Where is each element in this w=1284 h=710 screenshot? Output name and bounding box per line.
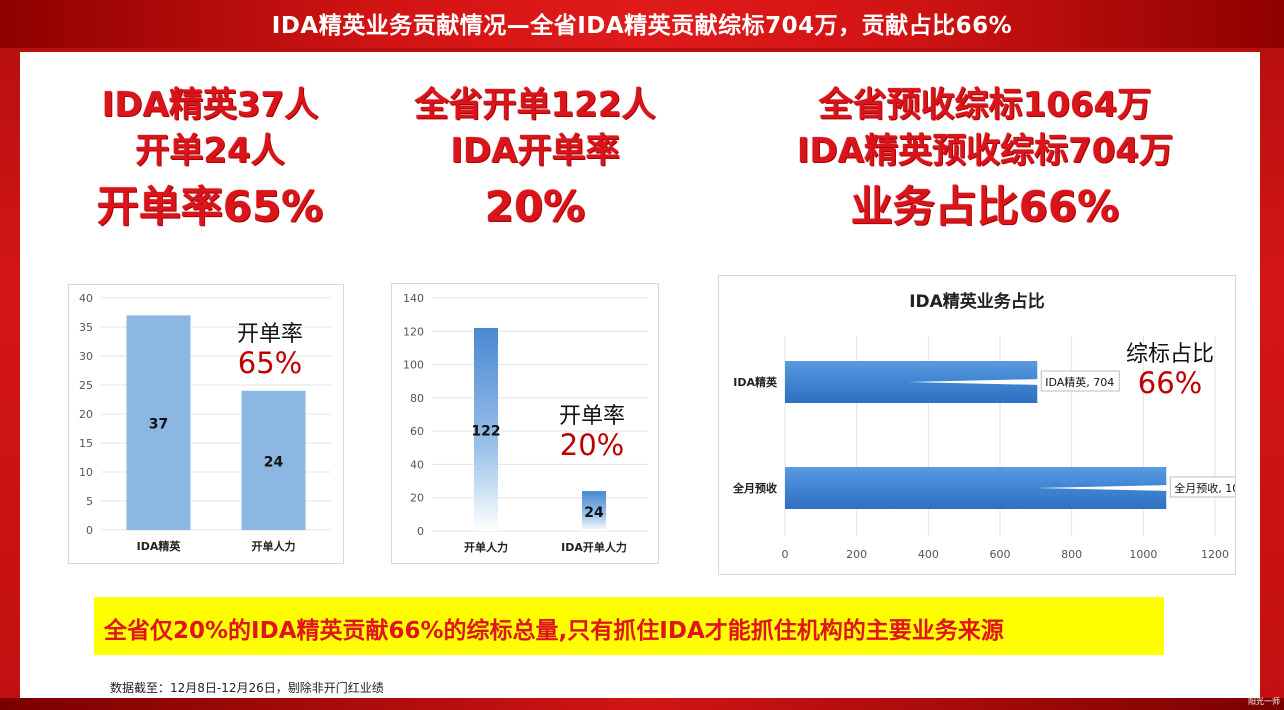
headline-open-rate: 开单率65% [96, 182, 324, 231]
chart2-annotation-value: 20% [559, 428, 625, 463]
chart3-annotation-value: 66% [1137, 366, 1203, 401]
chart3-ytick-1: 全月预收 [732, 481, 777, 495]
chart1-ytick-2: 10 [79, 466, 93, 479]
headline-ida-premium: IDA精英预收综标704万 [796, 131, 1174, 171]
chart3-data-label-1: 全月预收, 1064 [1174, 481, 1235, 495]
chart1-data-label-0: 37 [149, 417, 168, 433]
chart2-data-label-0: 122 [471, 423, 500, 439]
chart-province-open-rate: 0 20 40 60 80 100 120 140 122 开单人力 24 IDA开单人力 [391, 283, 659, 564]
chart3-xtick-5: 1000 [1129, 548, 1157, 561]
headline-ida-open-rate-label: IDA开单率 [450, 131, 620, 171]
chart3-data-label-0: IDA精英, 704 [1045, 375, 1114, 389]
chart-ida-business-share: IDA精英业务占比 0 200 400 600 800 1000 1200 IDA精英 IDA精英… [718, 275, 1236, 575]
chart2-annotation-label: 开单率 [558, 404, 625, 429]
chart1-annotation: 开单率 65% [220, 322, 320, 381]
chart3-annotation: 综标占比 66% [1110, 342, 1230, 401]
chart3-callout-pointer-0 [907, 379, 1042, 385]
chart3-callout-pointer-1 [1036, 485, 1171, 491]
brand-logo-text: 阳光一师 [1248, 697, 1280, 706]
chart2-data-label-1: 24 [584, 505, 604, 521]
chart2-ytick-6: 120 [403, 325, 424, 338]
chart2-annotation: 开单率 20% [542, 404, 642, 463]
chart3-xtick-0: 0 [782, 548, 789, 561]
headline-province-open: 全省开单122人 [414, 85, 656, 125]
chart1-annotation-value: 65% [237, 346, 303, 381]
chart3-data-label-box-0 [1040, 370, 1120, 392]
headline-ida-open-rate: 20% [484, 182, 586, 231]
chart1-xtick-1: 开单人力 [252, 539, 296, 553]
chart3-xtick-4: 800 [1061, 548, 1082, 561]
chart1-ytick-5: 25 [79, 379, 93, 392]
chart2-ytick-7: 140 [403, 292, 424, 305]
chart1-ytick-6: 30 [79, 350, 93, 363]
data-footnote: 数据截至：12月8日-12月26日，剔除非开门红业绩 [110, 681, 384, 695]
headline-province-premium: 全省预收综标1064万 [818, 85, 1152, 125]
page-title: IDA精英业务贡献情况—全省IDA精英贡献综标704万，贡献占比66% [271, 13, 1013, 39]
chart3-xtick-2: 400 [918, 548, 939, 561]
chart3-data-label-box-1 [1169, 476, 1235, 498]
chart2-bar-1 [582, 491, 606, 531]
chart3-ytick-0: IDA精英 [733, 375, 778, 389]
chart2-xtick-1: IDA开单人力 [561, 540, 627, 554]
chart1-xtick-0: IDA精英 [137, 539, 182, 553]
headline-ida-count: IDA精英37人 [101, 85, 319, 125]
chart-ida-open-rate: 0 5 10 15 20 25 30 35 40 37 IDA精英 24 开单人力 [68, 284, 344, 564]
chart1-ytick-3: 15 [79, 437, 93, 450]
chart2-bar-0 [474, 327, 498, 531]
chart2-ytick-0: 0 [417, 525, 424, 538]
chart2-ytick-2: 40 [410, 458, 424, 471]
chart1-svg: 0 5 10 15 20 25 30 35 40 37 IDA精英 24 开单人力 [79, 292, 331, 553]
chart1-ytick-8: 40 [79, 292, 93, 305]
conclusion-banner: 全省仅20%的IDA精英贡献66%的综标总量,只有抓住IDA才能抓住机构的主要业… [94, 597, 1164, 655]
chart2-ytick-4: 80 [410, 392, 424, 405]
footer-bar [0, 698, 1284, 710]
chart2-svg: 0 20 40 60 80 100 120 140 122 开单人力 24 IDA开单人力 [403, 292, 648, 554]
chart1-ytick-0: 0 [86, 524, 93, 537]
chart1-ytick-4: 20 [79, 408, 93, 421]
chart2-ytick-5: 100 [403, 359, 424, 372]
chart3-title: IDA精英业务占比 [909, 291, 1045, 312]
chart3-xtick-1: 200 [846, 548, 867, 561]
chart1-annotation-label: 开单率 [236, 322, 303, 347]
chart1-bar-0 [126, 315, 191, 530]
chart1-ytick-7: 35 [79, 321, 93, 334]
chart3-svg: IDA精英业务占比 0 200 400 600 800 1000 1200 IDA精英 IDA精英… [732, 291, 1235, 561]
chart1-bar-1 [241, 390, 306, 530]
header-bar [0, 0, 1284, 48]
chart2-ytick-3: 60 [410, 425, 424, 438]
headline-business-share: 业务占比66% [850, 182, 1120, 231]
chart3-annotation-label: 综标占比 [1125, 342, 1214, 367]
chart1-ytick-1: 5 [86, 495, 93, 508]
chart2-xtick-0: 开单人力 [464, 540, 508, 554]
chart3-xtick-6: 1200 [1201, 548, 1229, 561]
chart2-ytick-1: 20 [410, 492, 424, 505]
conclusion-text: 全省仅20%的IDA精英贡献66%的综标总量,只有抓住IDA才能抓住机构的主要业… [104, 618, 1004, 644]
headline-open-count: 开单24人 [135, 131, 285, 171]
chart3-xtick-3: 600 [990, 548, 1011, 561]
brand-logo: 阳光一师 [1240, 696, 1280, 710]
chart1-data-label-1: 24 [264, 454, 284, 470]
